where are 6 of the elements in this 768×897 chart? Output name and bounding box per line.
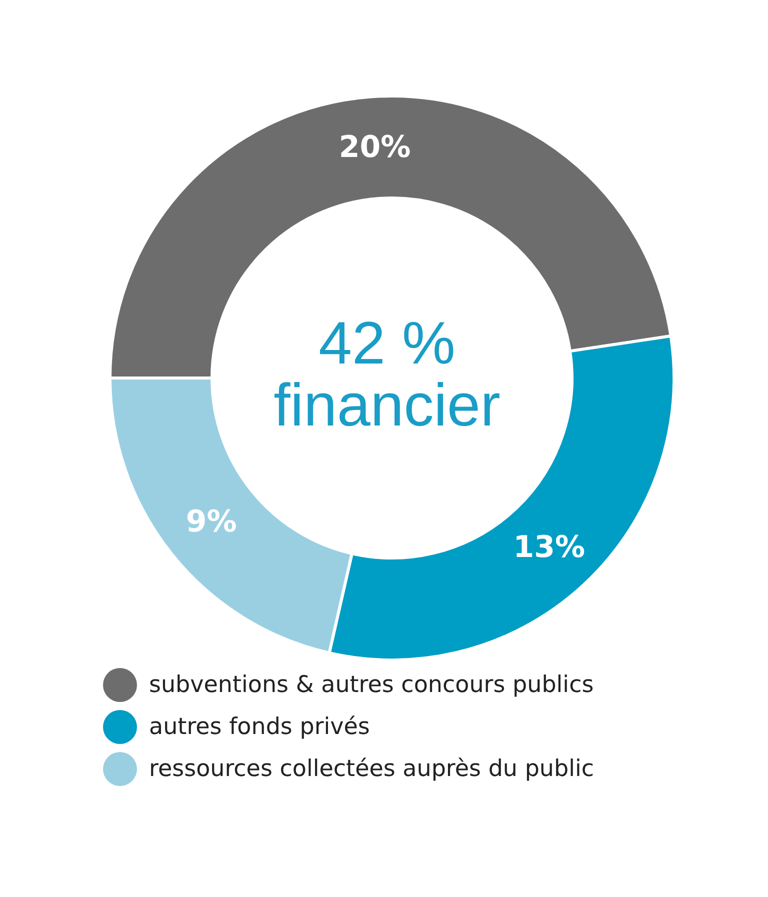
legend-label: subventions & autres concours publics: [149, 672, 594, 698]
data-label: 9%: [186, 504, 237, 540]
legend-label: ressources collectées auprès du public: [149, 756, 594, 782]
legend-label: autres fonds privés: [149, 714, 370, 740]
data-label: 13%: [513, 530, 586, 565]
data-label: 20%: [338, 130, 411, 166]
